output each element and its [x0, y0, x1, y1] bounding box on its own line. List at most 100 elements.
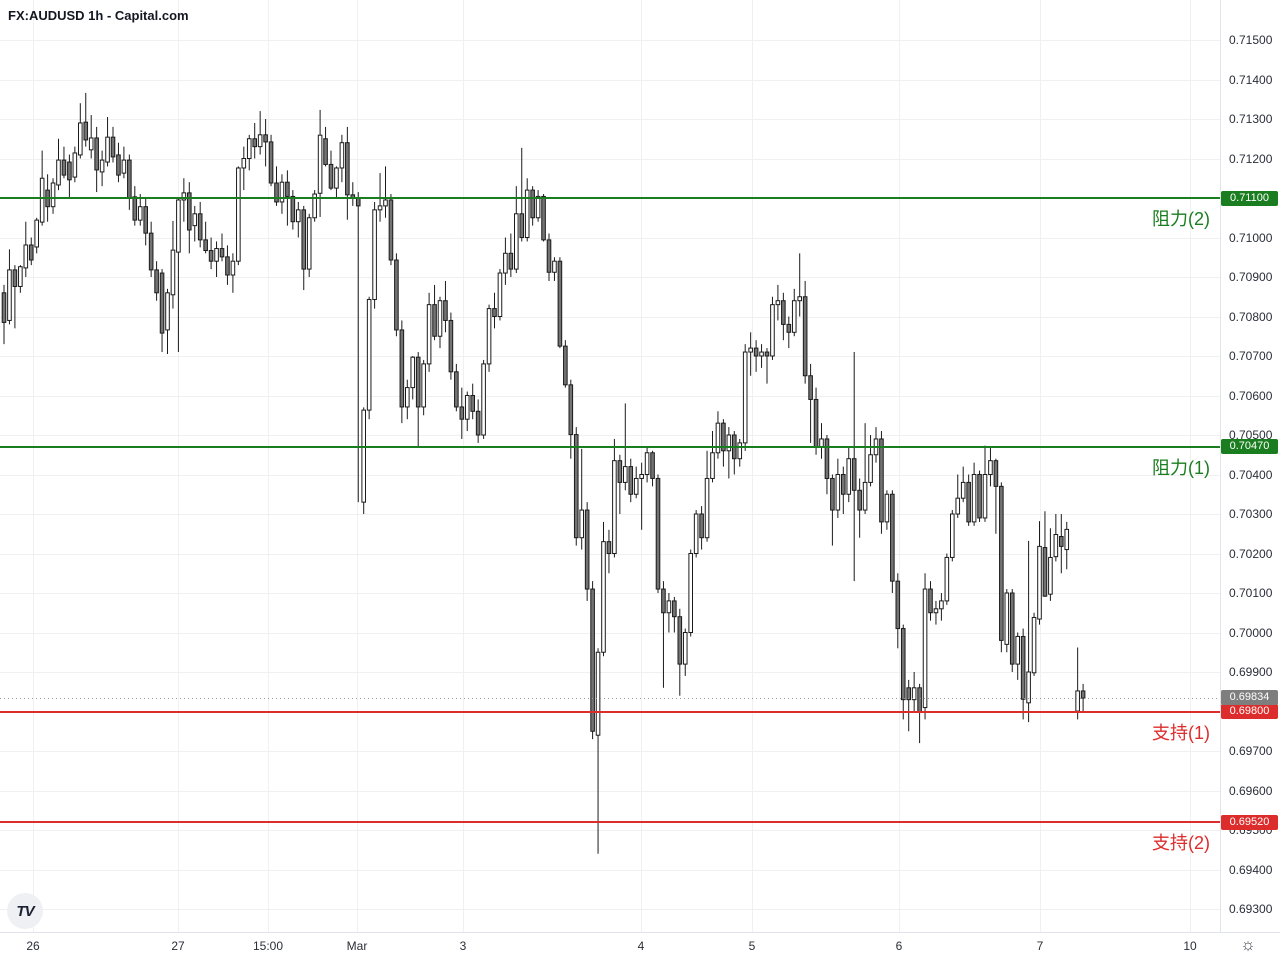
candle-body-down — [159, 272, 165, 334]
candle-body-up — [1053, 534, 1059, 558]
candle-body-down — [1009, 592, 1015, 665]
candle-body-up — [236, 167, 241, 262]
candle-body-down — [355, 197, 361, 207]
candle-body-down — [83, 121, 89, 141]
candle-body-up — [835, 474, 841, 511]
candle-body-up — [7, 269, 12, 321]
candle-body-up — [797, 296, 803, 302]
candle-body-up — [922, 588, 928, 709]
candle-body-up — [1031, 616, 1037, 674]
resistance-price-badge: 0.70470 — [1221, 439, 1278, 455]
candle-body-down — [1, 292, 7, 323]
candle-body-down — [573, 434, 579, 539]
price-axis-tick: 0.70700 — [1229, 349, 1273, 363]
candle-body-down — [323, 138, 328, 165]
candle-body-down — [824, 438, 830, 479]
candle-body-down — [977, 474, 982, 519]
candle-body-down — [519, 213, 525, 239]
candle-body-up — [99, 159, 105, 173]
candle-body-up — [334, 167, 339, 189]
candle-body-down — [928, 588, 933, 614]
price-axis-tick: 0.69400 — [1229, 862, 1273, 877]
candle-body-up — [1048, 556, 1053, 595]
candle-body-down — [12, 269, 18, 287]
candle-body-down — [546, 239, 552, 273]
candle-body-down — [655, 477, 661, 590]
candle-body-down — [470, 395, 475, 412]
candle-body-up — [726, 434, 732, 452]
candle-body-up — [361, 409, 366, 503]
candle-body-down — [966, 481, 971, 523]
price-axis-tick: 0.71300 — [1229, 112, 1273, 126]
price-axis-tick: 0.70100 — [1229, 586, 1273, 600]
candle-body-up — [644, 452, 650, 475]
candle-body-up — [742, 351, 748, 444]
candle-body-up — [950, 513, 955, 558]
candle-body-down — [94, 137, 99, 171]
candle-body-up — [1004, 592, 1010, 645]
candle-body-down — [541, 195, 546, 241]
candle-body-up — [944, 556, 950, 602]
price-axis-tick: 0.70200 — [1229, 546, 1273, 561]
candle-body-up — [421, 363, 426, 408]
candle-body-down — [187, 192, 192, 231]
candle-body-up — [503, 252, 508, 274]
candle-body-down — [448, 319, 454, 373]
candle-body-up — [78, 122, 83, 156]
candle-body-down — [67, 161, 72, 181]
time-axis-tick: 4 — [637, 939, 645, 953]
candle-body-down — [285, 181, 290, 197]
candle-body-up — [18, 266, 23, 287]
candle-body-down — [492, 308, 497, 318]
price-axis-tick: 0.69300 — [1229, 902, 1273, 916]
candle-body-down — [252, 138, 257, 148]
candle-body-up — [770, 304, 775, 357]
candle-body-up — [1015, 635, 1021, 665]
candle-body-down — [851, 458, 857, 491]
candle-body-up — [34, 219, 40, 248]
candle-body-down — [301, 209, 307, 270]
candle-body-up — [639, 474, 644, 479]
last-price-badge: 0.69834 — [1221, 689, 1278, 705]
candle-body-up — [666, 600, 672, 614]
candle-body-up — [748, 347, 753, 353]
candle-body-up — [405, 387, 410, 408]
candle-body-down — [890, 493, 895, 582]
candle-body-down — [802, 296, 808, 377]
candle-body-down — [563, 345, 568, 386]
settings-gear-icon[interactable]: ☼ — [1240, 935, 1256, 954]
candle-body-up — [524, 189, 530, 239]
candle-body-up — [312, 193, 317, 219]
time-axis[interactable]: 26 27 15:00 Mar 3 4 5 6 7 10 — [0, 932, 1280, 960]
time-axis-tick: 15:00 — [252, 939, 284, 953]
candle-body-up — [50, 182, 56, 208]
chart-title: FX:AUDUSD 1h - Capital.com — [8, 8, 189, 23]
candle-body-down — [906, 687, 912, 701]
support-price-badge: 0.69520 — [1221, 814, 1278, 830]
tradingview-logo-icon[interactable]: TV — [7, 893, 43, 929]
candle-body-up — [710, 452, 715, 479]
candle-body-up — [682, 632, 688, 665]
candle-body-down — [268, 141, 274, 184]
candlestick-plot[interactable] — [0, 0, 1220, 932]
time-axis-tick: 26 — [26, 939, 40, 953]
candle-body-up — [1075, 690, 1080, 712]
candle-body-up — [241, 158, 247, 169]
candle-body-up — [56, 159, 61, 186]
candle-body-up — [137, 206, 143, 221]
candle-body-down — [127, 159, 132, 199]
candle-body-up — [246, 138, 252, 159]
candle-body-down — [813, 398, 819, 448]
candle-body-down — [661, 588, 666, 614]
candle-body-up — [23, 244, 29, 269]
candle-body-down — [328, 163, 334, 189]
candle-body-down — [764, 351, 770, 357]
candle-body-up — [759, 351, 764, 357]
candle-body-up — [988, 460, 993, 475]
price-axis-tick: 0.70800 — [1229, 309, 1273, 324]
candle-body-up — [192, 213, 198, 227]
candle-body-up — [257, 134, 263, 148]
price-axis[interactable]: 0.71500 0.71400 0.71300 0.71200 0.71100 0.710… — [1220, 0, 1280, 932]
price-axis-tick: 0.71200 — [1229, 151, 1273, 166]
candle-body-down — [274, 182, 279, 203]
